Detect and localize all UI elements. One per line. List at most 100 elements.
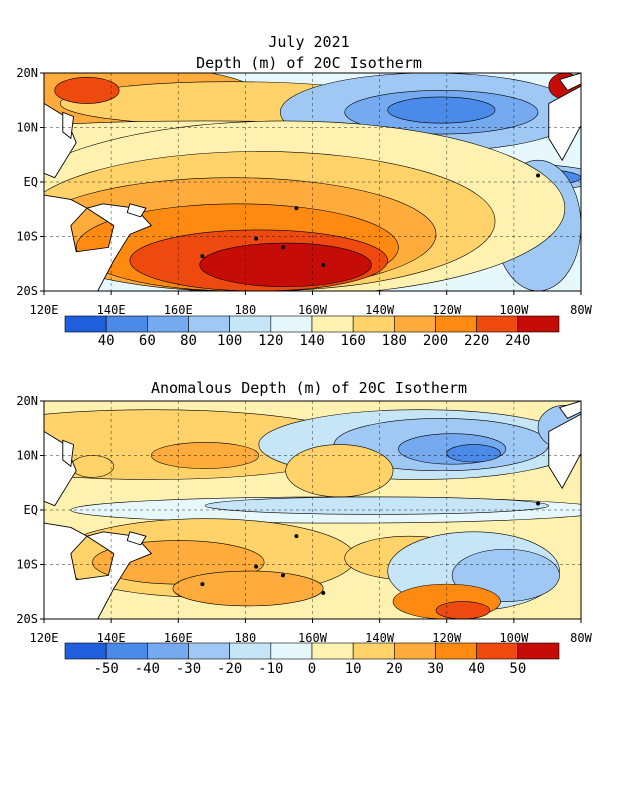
colorbar-swatch <box>105 642 148 660</box>
colorbar-swatch <box>394 315 436 333</box>
island-marker <box>254 236 259 241</box>
colorbar-swatch <box>147 642 189 660</box>
contour-region <box>54 77 120 104</box>
contour-region <box>172 570 324 607</box>
lon-label: 100W <box>499 631 529 645</box>
lat-label: 20S <box>16 612 38 626</box>
colorbar-label: -20 <box>217 661 242 677</box>
island-marker <box>536 173 541 178</box>
colorbar-label: -40 <box>135 661 160 677</box>
lat-label: 10S <box>16 230 38 244</box>
colorbar-swatch <box>188 642 230 660</box>
map-field <box>44 401 581 619</box>
colorbar-swatch <box>435 642 477 660</box>
lat-label: EQ <box>24 175 38 189</box>
land-mass <box>44 522 153 619</box>
lon-label: 180 <box>235 303 257 317</box>
colorbar-label: 100 <box>217 333 242 349</box>
colorbar-swatch <box>311 315 354 333</box>
colorbar-label: 10 <box>345 661 362 677</box>
colorbar-label: 240 <box>505 333 530 349</box>
colorbar-swatch <box>435 315 477 333</box>
land-mass <box>558 401 581 420</box>
colorbar-label: 20 <box>386 661 403 677</box>
island-marker <box>200 254 205 259</box>
colorbar-swatch <box>270 642 313 660</box>
contour-region <box>199 242 372 287</box>
lon-label: 160W <box>298 631 328 645</box>
colorbar-label: -10 <box>258 661 283 677</box>
colorbar-label: 160 <box>341 333 366 349</box>
lon-label: 140W <box>365 303 395 317</box>
lon-label: 120W <box>432 303 462 317</box>
colorbar-label: 50 <box>509 661 526 677</box>
lon-label: 140E <box>97 631 126 645</box>
land-mass <box>548 85 581 162</box>
lon-label: 120W <box>432 631 462 645</box>
colorbar-swatch <box>229 642 272 660</box>
depth-map-panel: 20N 10N EQ 10S 20S 120E 140E 160E 180 160W 140W 120… <box>16 66 592 349</box>
colorbar-swatch <box>64 315 107 333</box>
land-mass <box>62 439 75 468</box>
colorbar-label: -30 <box>176 661 201 677</box>
colorbar-swatch <box>311 642 354 660</box>
land-mass <box>548 413 581 490</box>
island-marker <box>294 534 299 539</box>
land-mass <box>558 73 581 92</box>
lon-label: 100W <box>499 303 529 317</box>
lon-label: 160W <box>298 303 328 317</box>
colorbar-label: 200 <box>423 333 448 349</box>
colorbar-label: 40 <box>468 661 485 677</box>
map-field <box>44 73 581 291</box>
anomaly-map-title: Anomalous Depth (m) of 20C Isotherm <box>150 379 468 397</box>
contour-region <box>204 496 550 515</box>
colorbar-label: 80 <box>180 333 197 349</box>
colorbar-label: 60 <box>139 333 156 349</box>
contour-region <box>70 455 115 478</box>
contour-region <box>285 444 394 498</box>
island-marker <box>536 501 541 506</box>
contour-region <box>446 444 501 463</box>
island-marker <box>280 573 285 578</box>
colorbar-swatch <box>394 642 436 660</box>
land-mass <box>62 111 75 140</box>
colorbar-swatch <box>147 315 189 333</box>
colorbar-label: -50 <box>94 661 119 677</box>
lon-label: 180 <box>235 631 257 645</box>
colorbar-swatch <box>476 315 519 333</box>
colorbar-label: 120 <box>258 333 283 349</box>
colorbar-label: 140 <box>299 333 324 349</box>
lon-label: 120E <box>30 631 59 645</box>
island-marker <box>200 582 205 587</box>
lat-label: 20S <box>16 284 38 298</box>
lat-label: 10N <box>16 121 38 135</box>
lon-label: 140E <box>97 303 126 317</box>
colorbar-swatch <box>188 315 230 333</box>
lon-label: 80W <box>570 303 592 317</box>
land-mass <box>44 194 153 291</box>
colorbar-swatch <box>64 642 107 660</box>
lat-label: 20N <box>16 66 38 80</box>
island-marker <box>280 245 285 250</box>
island-marker <box>254 564 259 569</box>
lon-label: 160E <box>164 303 193 317</box>
colorbar-label: 220 <box>464 333 489 349</box>
colorbar-swatch <box>352 315 395 333</box>
island-marker <box>321 590 326 595</box>
figure-date: July 2021 <box>268 33 350 51</box>
colorbar-label: 30 <box>427 661 444 677</box>
colorbar-swatch <box>517 642 560 660</box>
lon-label: 120E <box>30 303 59 317</box>
colorbar-swatch <box>229 315 272 333</box>
colorbar-swatch <box>352 642 395 660</box>
lat-label: 10S <box>16 558 38 572</box>
island-marker <box>321 262 326 267</box>
lat-label: EQ <box>24 503 38 517</box>
lat-label: 10N <box>16 449 38 463</box>
colorbar-label: 180 <box>382 333 407 349</box>
contour-region <box>387 96 496 124</box>
lat-label: 20N <box>16 394 38 408</box>
anomaly-map-panel: 20N 10N EQ 10S 20S 120E 140E 160E 180 160W 140W 120… <box>16 394 592 677</box>
colorbar-swatch <box>517 315 560 333</box>
